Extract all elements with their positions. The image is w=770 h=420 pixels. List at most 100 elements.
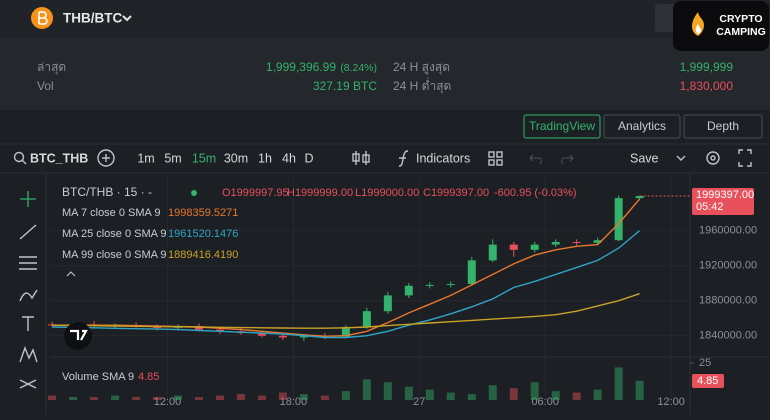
- volume-bar: [153, 397, 162, 400]
- stat-value: 327.19 BTC: [313, 79, 377, 93]
- candle-body: [194, 326, 203, 330]
- interval-button[interactable]: 30m: [224, 151, 248, 165]
- volume-bar: [404, 386, 413, 400]
- tab[interactable]: [523, 114, 601, 139]
- tab-label[interactable]: TradingView: [529, 119, 595, 133]
- ohlc-label: C1999397.00: [423, 187, 489, 199]
- candle-body: [530, 244, 539, 250]
- volume-bar: [257, 395, 266, 400]
- candle-body: [48, 324, 57, 326]
- save-button[interactable]: Save: [630, 151, 659, 165]
- search-icon[interactable]: [21, 159, 27, 165]
- candle-body: [215, 329, 224, 332]
- stat-label: ล่าสุด: [37, 60, 66, 75]
- candle-body: [614, 198, 623, 241]
- interval-button[interactable]: 4h: [282, 151, 296, 165]
- volume-legend: Volume SMA 9: [62, 371, 134, 383]
- indicators-button[interactable]: Indicators: [416, 151, 470, 165]
- legend-name: MA 7 close 0 SMA 9: [62, 207, 160, 219]
- volume-legend-value: 4.85: [138, 371, 159, 383]
- symbol[interactable]: BTC_THB: [30, 151, 88, 165]
- volume-bar: [488, 385, 497, 400]
- volume-bar: [236, 394, 245, 400]
- logo-text: CAMPING: [716, 26, 766, 38]
- settings-icon[interactable]: [710, 155, 716, 161]
- ma-line: [52, 293, 640, 329]
- interval-button[interactable]: 15m: [192, 151, 216, 165]
- layout-icon[interactable]: [488, 159, 495, 166]
- crosshair-tool[interactable]: [20, 191, 36, 207]
- candle-body: [153, 326, 162, 328]
- candle-body: [572, 241, 581, 243]
- fullscreen-icon[interactable]: [738, 149, 752, 167]
- logo-flame-inner: [695, 24, 701, 34]
- interval-button[interactable]: 1h: [258, 151, 272, 165]
- candle-body: [635, 196, 644, 199]
- candle-body: [341, 326, 350, 337]
- live-dot: [191, 190, 197, 196]
- save-menu[interactable]: [676, 155, 686, 161]
- interval-button[interactable]: 1m: [137, 151, 154, 165]
- stat-label: 24 H ต่ำสุด: [393, 77, 451, 94]
- candle-body: [551, 241, 560, 245]
- legend-value: 1998359.5271: [168, 207, 238, 219]
- volume-tag-label: 4.85: [697, 375, 718, 387]
- tab[interactable]: [683, 114, 763, 139]
- candle-body: [467, 260, 476, 285]
- compare-button[interactable]: [97, 149, 115, 167]
- settings-icon[interactable]: [706, 151, 720, 165]
- volume-bar: [509, 388, 518, 400]
- measure-tool[interactable]: [19, 379, 37, 389]
- x-tick-label: 18:00: [280, 396, 308, 408]
- interval-button[interactable]: 5m: [164, 151, 181, 165]
- pair-chevron[interactable]: [122, 15, 132, 22]
- search-icon[interactable]: [13, 151, 25, 163]
- price-tag: [692, 188, 754, 216]
- tab-label[interactable]: Analytics: [618, 119, 666, 133]
- volume-bar: [383, 382, 392, 400]
- layout-icon[interactable]: [496, 159, 503, 166]
- candle-body: [404, 285, 413, 296]
- chart-type-icon[interactable]: [362, 154, 370, 163]
- legend-value: 1889416.4190: [168, 249, 238, 261]
- volume-bar: [341, 391, 350, 400]
- undo-icon[interactable]: [529, 154, 542, 165]
- pattern-tool[interactable]: [19, 346, 38, 363]
- y-tick-label: 1920000.00: [699, 260, 757, 272]
- volume-bar: [111, 395, 120, 400]
- y-tick-label: 1880000.00: [699, 295, 757, 307]
- volume-bar: [467, 394, 476, 400]
- price-tag-time: 05:42: [696, 201, 724, 213]
- logo-text: CRYPTO: [719, 13, 762, 25]
- chart-title: BTC/THB · 15 · -: [62, 185, 152, 199]
- ohlc-label: -600.95 (-0.03%): [494, 187, 577, 199]
- legend-value: 1961520.1476: [168, 228, 238, 240]
- fx-icon[interactable]: [398, 150, 409, 167]
- tab[interactable]: [603, 114, 681, 139]
- volume-bar: [362, 379, 371, 400]
- volume-bar: [215, 395, 224, 400]
- tv-logo-mark: [70, 329, 88, 341]
- ma-line: [52, 230, 641, 339]
- ohlc-label: L1999000.00: [355, 187, 419, 199]
- volume-bar: [320, 395, 329, 400]
- volume-bar: [278, 392, 287, 400]
- volume-bar: [530, 382, 539, 400]
- chart-type-icon[interactable]: [352, 153, 360, 162]
- candle-body: [299, 335, 308, 338]
- fib-tool[interactable]: [19, 256, 37, 270]
- tab-label[interactable]: Depth: [707, 119, 739, 133]
- pair-title[interactable]: THB/BTC: [63, 11, 122, 26]
- compare-button[interactable]: [102, 154, 110, 162]
- layout-icon[interactable]: [488, 151, 495, 158]
- candle-body: [509, 244, 518, 250]
- brush-tool[interactable]: [19, 289, 38, 302]
- candle-body: [488, 244, 497, 261]
- stat-label: Vol: [37, 79, 54, 93]
- line-tool[interactable]: [19, 224, 37, 240]
- text-tool[interactable]: [22, 316, 34, 331]
- layout-icon[interactable]: [496, 151, 503, 158]
- redo-icon[interactable]: [561, 154, 574, 165]
- interval-button[interactable]: D: [304, 151, 313, 165]
